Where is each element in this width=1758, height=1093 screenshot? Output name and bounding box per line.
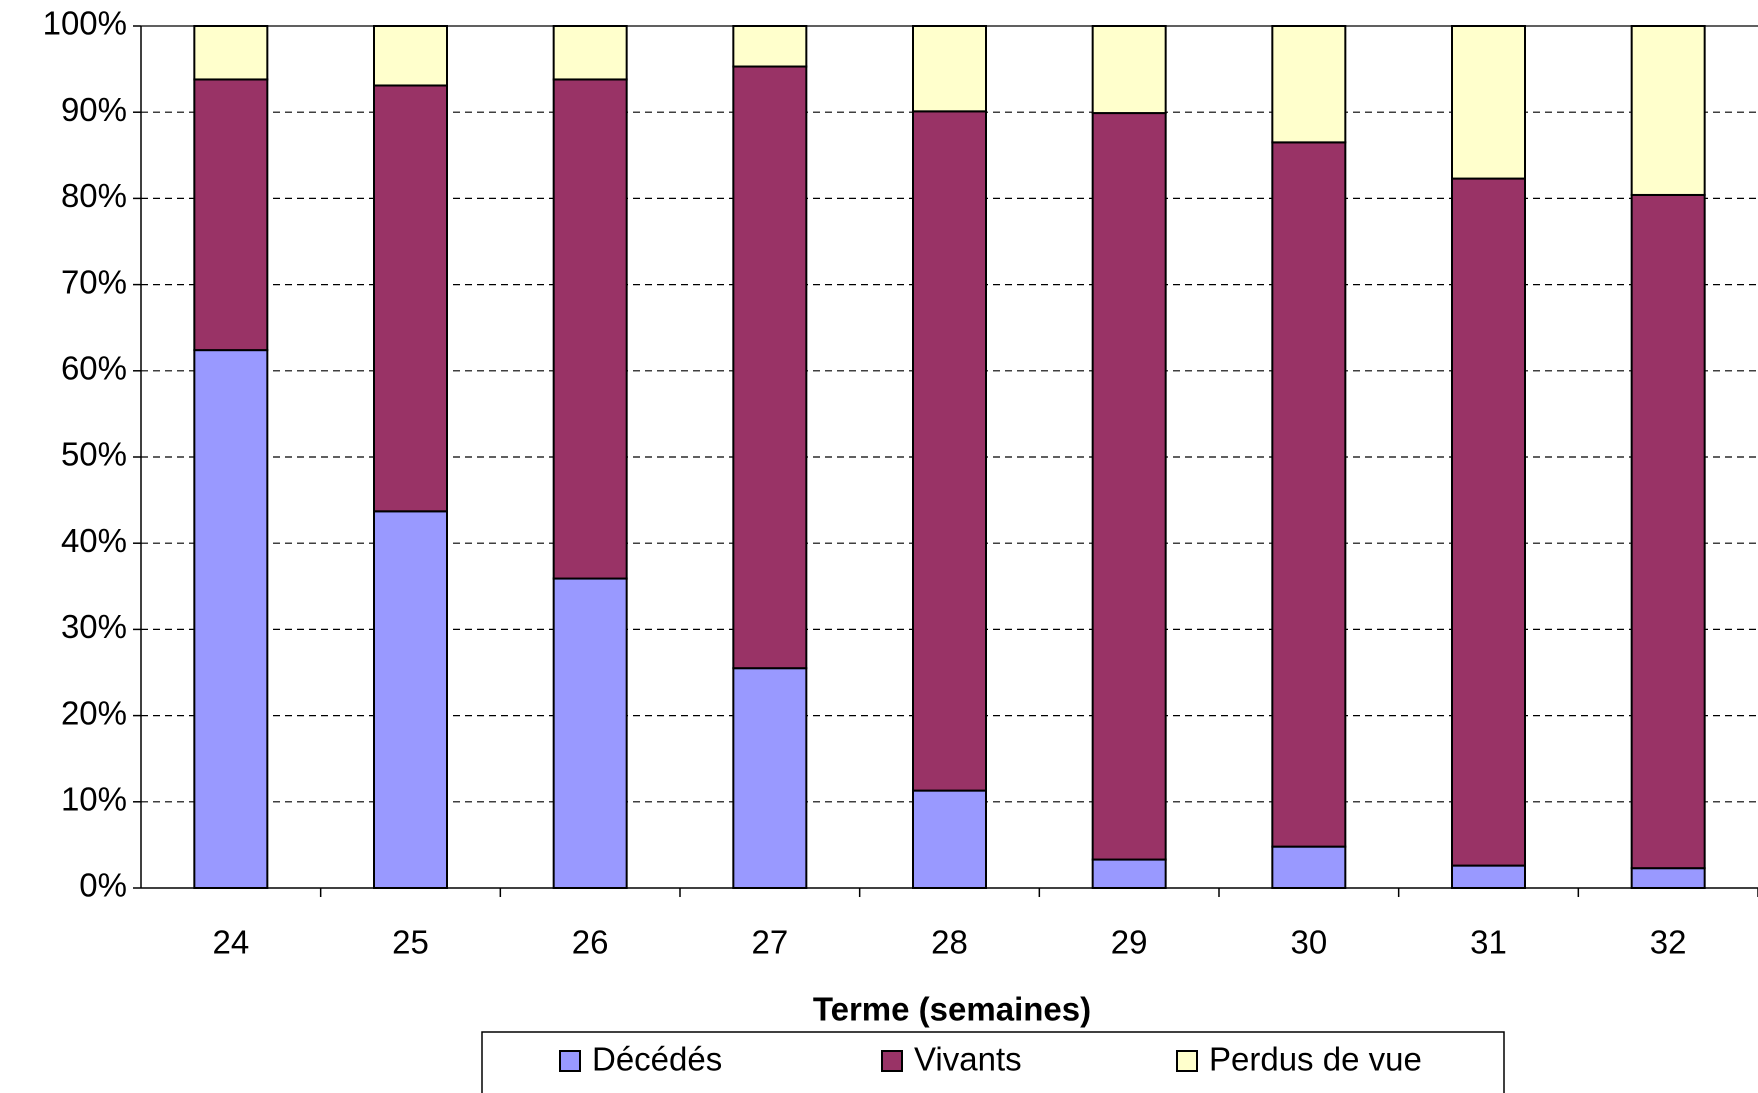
x-axis-title: Terme (semaines)	[813, 991, 1091, 1028]
bar-segment	[193, 78, 269, 352]
bar-segment	[1451, 864, 1526, 890]
y-tick-label: 40%	[61, 522, 127, 559]
y-tick-label: 0%	[79, 867, 127, 904]
bar-segment	[373, 84, 448, 513]
bar-segment	[1451, 177, 1526, 867]
bar-segment	[912, 789, 987, 889]
bar-segment	[1271, 845, 1347, 890]
y-tick-label: 30%	[61, 608, 127, 645]
x-tick-label: 31	[1470, 924, 1507, 961]
legend-label: Perdus de vue	[1209, 1041, 1422, 1078]
bar-segment	[552, 25, 628, 81]
bar-segment	[1271, 25, 1347, 144]
legend-label: Décédés	[592, 1041, 722, 1078]
bar-segment	[552, 78, 628, 580]
bar-segment	[1630, 193, 1706, 870]
bar-segment	[1451, 25, 1526, 180]
bar-segment	[732, 667, 808, 889]
x-tick-label: 24	[212, 924, 249, 961]
bar-segment	[732, 25, 808, 68]
bar-segment	[373, 25, 448, 87]
x-tick-label: 30	[1290, 924, 1327, 961]
legend-swatch	[881, 1050, 903, 1072]
legend-swatch	[559, 1050, 581, 1072]
bar-segment	[193, 349, 269, 889]
bar-segment	[1091, 858, 1167, 890]
legend-swatch	[1176, 1050, 1198, 1072]
y-tick-label: 10%	[61, 781, 127, 818]
y-tick-label: 80%	[61, 177, 127, 214]
bar-segment	[1630, 867, 1706, 890]
bar-segment	[1271, 141, 1347, 848]
x-tick-label: 26	[572, 924, 609, 961]
legend-label: Vivants	[914, 1041, 1022, 1078]
bar-segment	[373, 510, 448, 889]
x-tick-label: 27	[751, 924, 788, 961]
bar-segment	[1630, 25, 1706, 196]
y-tick-label: 50%	[61, 436, 127, 473]
y-tick-label: 20%	[61, 694, 127, 731]
bar-segment	[732, 65, 808, 670]
y-tick-label: 90%	[61, 91, 127, 128]
bar-segment	[193, 25, 269, 81]
y-tick-label: 60%	[61, 350, 127, 387]
x-tick-label: 25	[392, 924, 429, 961]
bar-segment	[912, 25, 987, 113]
x-tick-label: 29	[1111, 924, 1148, 961]
bar-segment	[552, 577, 628, 889]
legend-box	[481, 1031, 1505, 1093]
x-tick-label: 28	[931, 924, 968, 961]
bar-segment	[1091, 25, 1167, 115]
x-tick-label: 32	[1650, 924, 1687, 961]
y-tick-label: 70%	[61, 263, 127, 300]
bar-segment	[912, 110, 987, 792]
bar-segment	[1091, 112, 1167, 861]
y-tick-label: 100%	[43, 5, 127, 42]
